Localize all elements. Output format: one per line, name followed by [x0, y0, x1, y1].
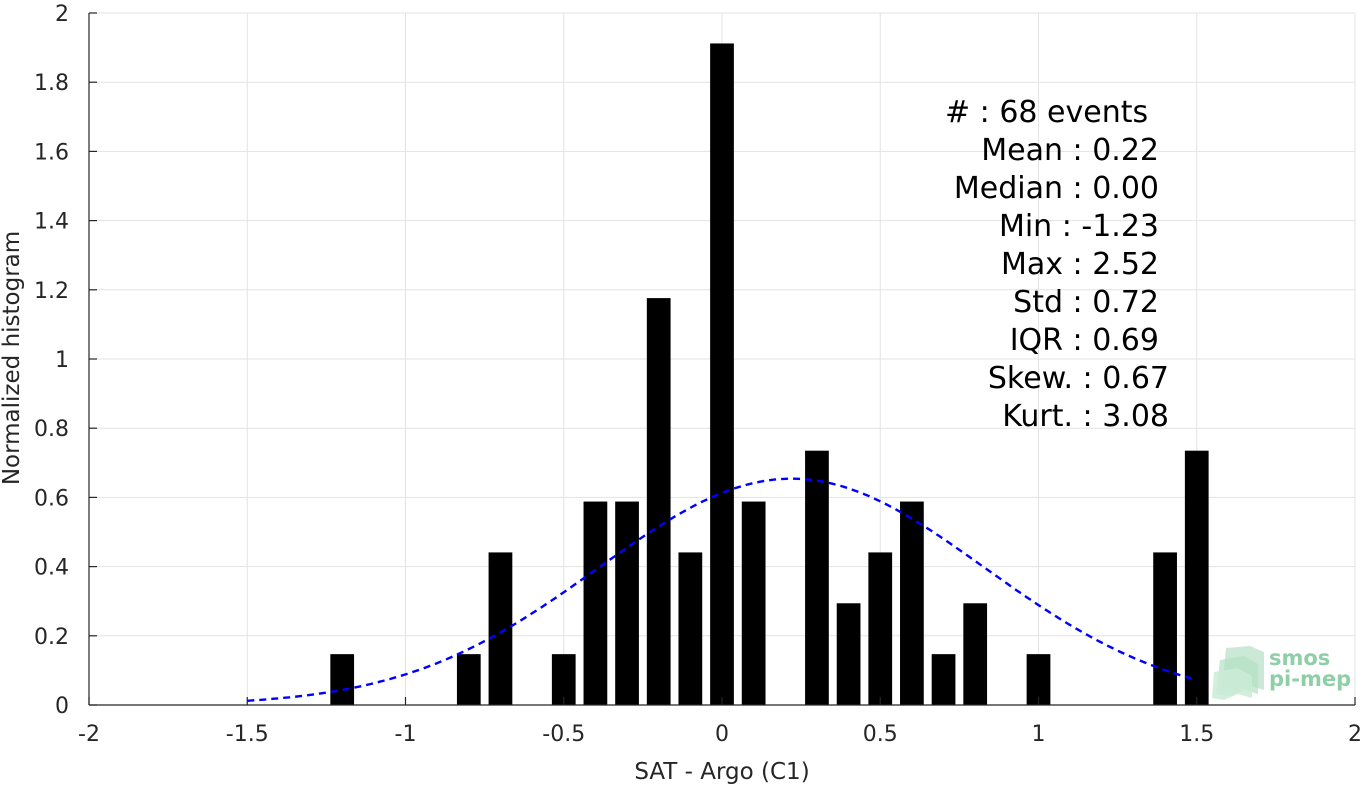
stats-mean: Mean : 0.22	[981, 133, 1159, 168]
stats-count: # : 68 events	[945, 95, 1148, 130]
stats-annotation: # : 68 events Mean : 0.22 Median : 0.00 …	[945, 95, 1169, 434]
histogram-bar	[1184, 450, 1209, 705]
stats-min: Min : -1.23	[999, 209, 1159, 244]
histogram-bar	[963, 603, 988, 705]
y-tick-label: 0.6	[34, 486, 69, 511]
x-tick-label: -2	[78, 722, 100, 747]
histogram-bar	[741, 501, 766, 705]
y-axis-label: Normalized histogram	[0, 231, 25, 485]
fit-curve-layer	[247, 477, 1198, 702]
axes	[88, 12, 1356, 706]
histogram-bar	[1026, 654, 1051, 705]
histogram-bar	[868, 552, 893, 705]
y-tick-label: 0.8	[34, 417, 69, 442]
stats-max: Max : 2.52	[1001, 247, 1159, 282]
logo-line2: pi-mep	[1269, 667, 1351, 691]
x-tick-label: 0.5	[863, 722, 898, 747]
y-tick-label: 1.6	[34, 140, 69, 165]
histogram-bar	[805, 450, 829, 705]
x-tick-label: -0.5	[542, 722, 585, 747]
y-tick-label: 1.4	[34, 210, 69, 235]
y-tick-label: 1.8	[34, 71, 69, 96]
stats-std: Std : 0.72	[1013, 285, 1159, 320]
gaussian-fit-curve	[247, 477, 1198, 702]
x-tick-label: -1.5	[226, 722, 269, 747]
y-tick-label: 0	[55, 694, 69, 719]
histogram-bar	[615, 501, 639, 705]
y-tick-labels: 0 0.2 0.4 0.6 0.8 1 1.2 1.4 1.6 1.8 2	[34, 2, 69, 719]
x-tick-label: -1	[395, 722, 417, 747]
x-tick-label: 0	[715, 722, 729, 747]
stats-kurt: Kurt. : 3.08	[1002, 399, 1169, 434]
histogram-bar	[646, 298, 671, 705]
stats-median: Median : 0.00	[954, 171, 1159, 206]
logo-wave-icon	[1212, 646, 1264, 700]
smos-pi-mep-logo: smos pi-mep	[1212, 646, 1351, 700]
y-tick-label: 0.2	[34, 625, 69, 650]
histogram-bar	[678, 552, 703, 705]
stats-skew: Skew. : 0.67	[988, 361, 1169, 396]
histogram-bar	[710, 43, 734, 705]
histogram-bar	[1153, 552, 1177, 705]
histogram-bar	[583, 501, 608, 705]
y-tick-label: 2	[55, 2, 69, 27]
x-axis-label: SAT - Argo (C1)	[634, 759, 809, 785]
stats-iqr: IQR : 0.69	[1010, 323, 1159, 358]
y-tick-label: 0.4	[34, 556, 69, 581]
x-tick-label: 1.5	[1179, 722, 1214, 747]
logo-line1: smos	[1269, 646, 1330, 670]
x-tick-label: 2	[1348, 722, 1362, 747]
histogram-bar	[836, 603, 861, 705]
y-tick-label: 1.2	[34, 279, 69, 304]
y-tick-label: 1	[55, 348, 69, 373]
histogram-bar	[900, 501, 924, 705]
histogram-bar	[456, 654, 481, 705]
histogram-bar	[551, 654, 576, 705]
histogram-bar	[488, 552, 513, 705]
histogram-bar	[330, 654, 355, 705]
histogram-bar	[931, 654, 956, 705]
x-tick-label: 1	[1032, 722, 1046, 747]
x-tick-labels: -2 -1.5 -1 -0.5 0 0.5 1 1.5 2	[78, 722, 1362, 747]
